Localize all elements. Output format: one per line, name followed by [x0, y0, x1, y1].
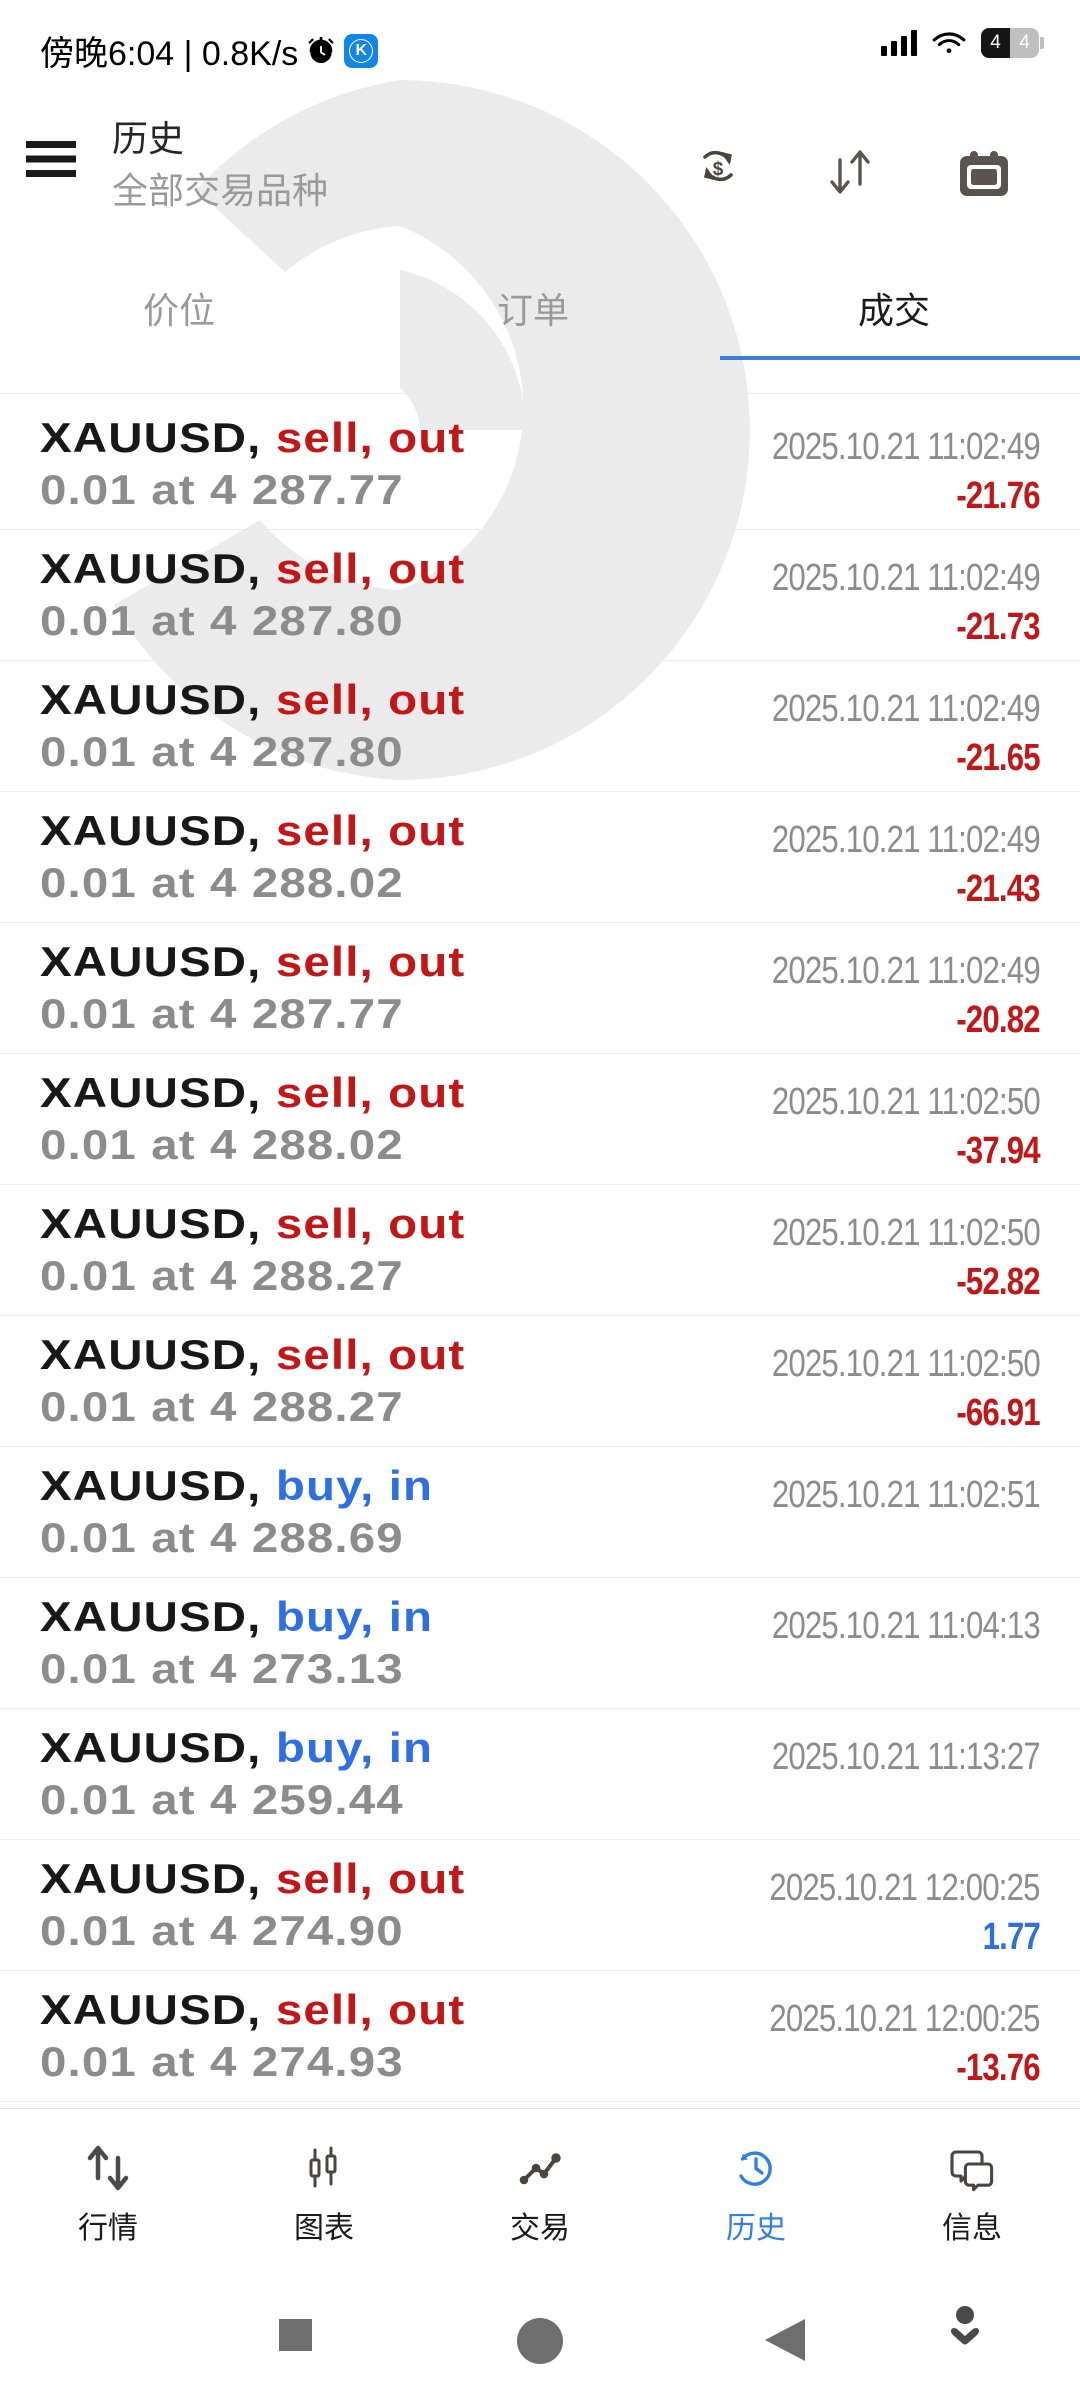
svg-text:$: $: [713, 159, 724, 180]
